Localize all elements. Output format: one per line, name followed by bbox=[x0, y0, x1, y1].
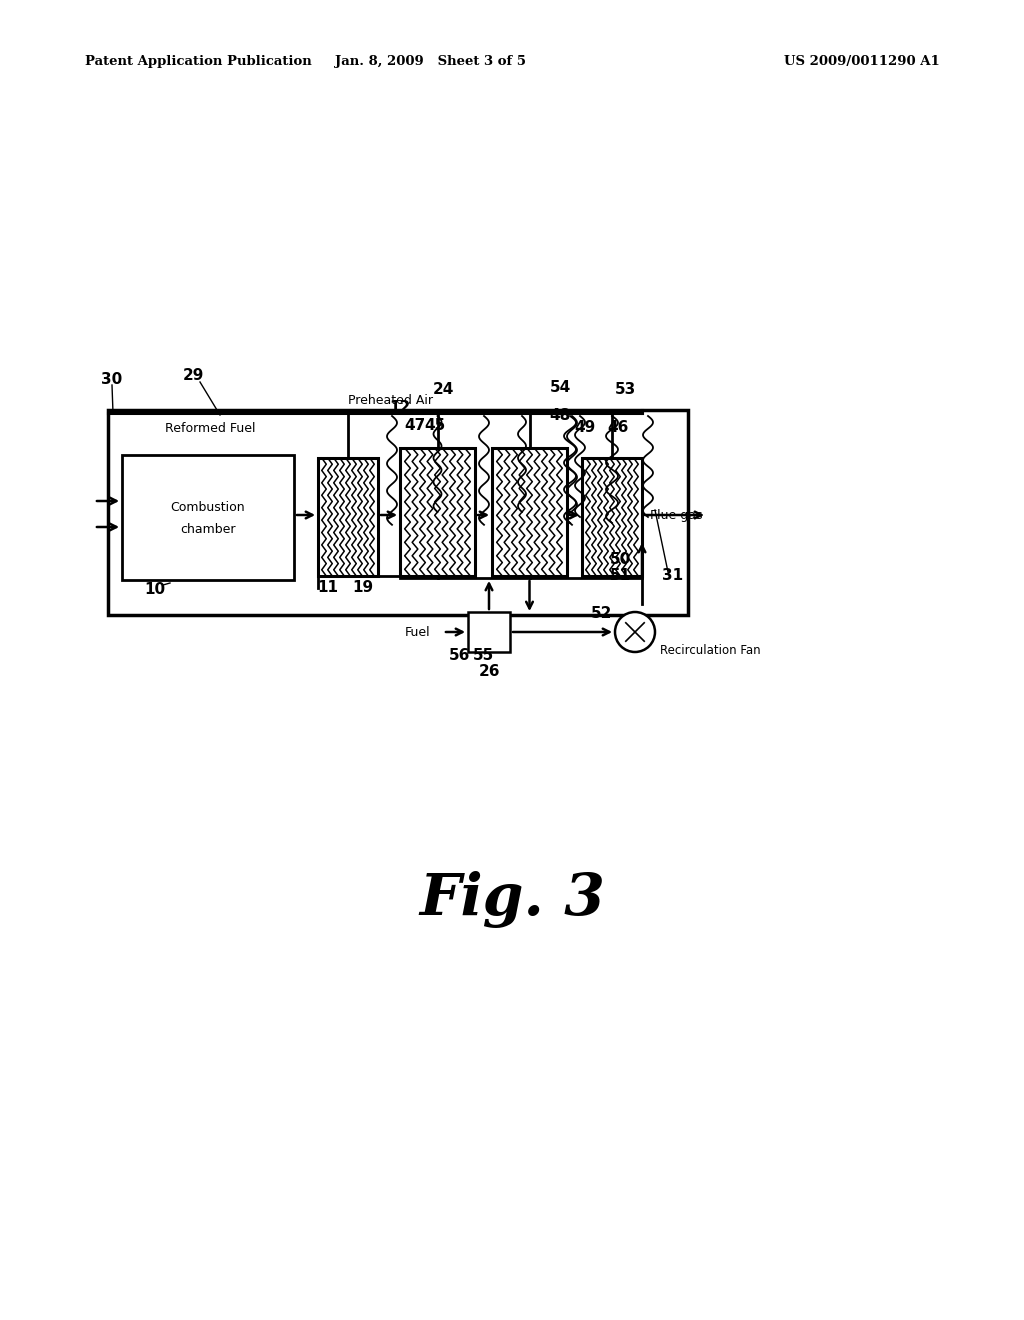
Text: Reformed Fuel: Reformed Fuel bbox=[165, 421, 256, 434]
Text: 10: 10 bbox=[144, 582, 166, 598]
Text: 49: 49 bbox=[574, 421, 596, 436]
Text: 24: 24 bbox=[432, 383, 454, 397]
Text: 51: 51 bbox=[609, 568, 631, 582]
Text: 29: 29 bbox=[182, 367, 204, 383]
Text: 50: 50 bbox=[609, 553, 631, 568]
Text: Patent Application Publication: Patent Application Publication bbox=[85, 55, 311, 69]
Circle shape bbox=[615, 612, 655, 652]
Text: 30: 30 bbox=[101, 372, 123, 388]
Bar bbox=[492, 447, 567, 576]
Text: 11: 11 bbox=[317, 581, 339, 595]
Text: 48: 48 bbox=[549, 408, 570, 422]
Text: Fig. 3: Fig. 3 bbox=[419, 871, 605, 928]
Text: 19: 19 bbox=[352, 581, 374, 595]
Text: Preheated Air: Preheated Air bbox=[348, 395, 433, 408]
Text: Combustion: Combustion bbox=[171, 502, 246, 513]
Bar bbox=[108, 411, 688, 615]
Text: US 2009/0011290 A1: US 2009/0011290 A1 bbox=[784, 55, 940, 69]
Text: 26: 26 bbox=[479, 664, 501, 680]
Text: 47: 47 bbox=[404, 417, 426, 433]
Bar bbox=[318, 458, 378, 576]
Text: 53: 53 bbox=[614, 383, 636, 397]
Text: 54: 54 bbox=[549, 380, 570, 396]
Text: Recirculation Fan: Recirculation Fan bbox=[660, 644, 761, 656]
Bar bbox=[400, 447, 475, 576]
Text: Fuel: Fuel bbox=[404, 626, 430, 639]
Text: Flue gas: Flue gas bbox=[650, 508, 702, 521]
Text: 46: 46 bbox=[607, 421, 629, 436]
Bar bbox=[122, 455, 294, 579]
Text: Jan. 8, 2009   Sheet 3 of 5: Jan. 8, 2009 Sheet 3 of 5 bbox=[335, 55, 525, 69]
Text: 31: 31 bbox=[663, 568, 684, 582]
Bar bbox=[582, 458, 642, 576]
Bar bbox=[468, 612, 510, 652]
Text: chamber: chamber bbox=[180, 523, 236, 536]
Text: 45: 45 bbox=[424, 417, 445, 433]
Text: 52: 52 bbox=[591, 606, 612, 620]
Text: 12: 12 bbox=[389, 400, 411, 416]
Text: 56: 56 bbox=[450, 648, 471, 663]
Text: 55: 55 bbox=[472, 648, 494, 663]
